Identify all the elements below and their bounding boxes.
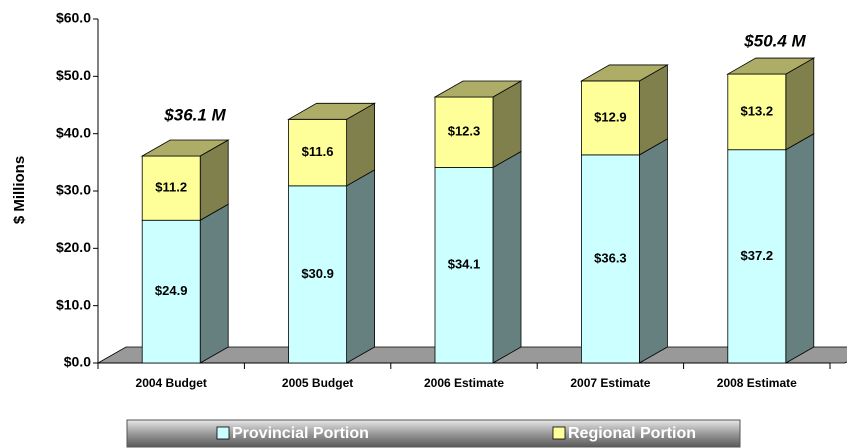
data-label: $12.9	[594, 109, 627, 124]
y-tick-label: $40.0	[56, 124, 91, 140]
bar-top	[579, 64, 669, 82]
data-label: $11.6	[302, 144, 334, 159]
bar	[141, 219, 201, 364]
data-label: $34.1	[448, 257, 481, 272]
bar-top	[726, 57, 816, 75]
y-axis-label: $ Millions	[11, 156, 28, 224]
y-tick-label: $10.0	[56, 296, 91, 312]
bar	[434, 167, 494, 364]
data-label: $13.2	[741, 103, 774, 118]
x-tick-label: 2008 Estimate	[717, 376, 797, 390]
y-tick-label: $0.0	[64, 354, 91, 370]
bar	[141, 155, 201, 221]
bar	[288, 118, 348, 187]
data-label: $36.3	[594, 250, 627, 265]
x-tick-label: 2004 Budget	[136, 376, 207, 390]
bar-side	[346, 169, 376, 364]
bar-top	[140, 139, 230, 157]
y-tick-label: $20.0	[56, 239, 91, 255]
legend-label: Provincial Portion	[232, 425, 369, 442]
annotation: $36.1 M	[163, 105, 226, 124]
legend-label: Regional Portion	[568, 425, 696, 442]
data-label: $11.2	[155, 180, 187, 195]
bar	[727, 149, 787, 364]
bar-top	[287, 102, 377, 120]
data-label: $30.9	[301, 266, 334, 281]
legend-swatch	[552, 426, 566, 440]
legend-swatch	[216, 426, 230, 440]
bar	[581, 154, 640, 364]
x-tick-label: 2006 Estimate	[424, 376, 504, 390]
bar-side	[199, 203, 229, 364]
y-tick-label: $50.0	[56, 67, 91, 83]
bar-side	[639, 138, 668, 364]
x-tick-label: 2007 Estimate	[570, 376, 650, 390]
annotation: $50.4 M	[743, 31, 806, 50]
x-tick-label: 2005 Budget	[282, 376, 353, 390]
bar	[288, 185, 348, 364]
y-tick-label: $60.0	[56, 10, 91, 26]
bar-top	[433, 80, 523, 98]
bar-side	[785, 133, 815, 364]
y-tick-label: $30.0	[56, 182, 91, 198]
bar	[727, 73, 787, 151]
data-label: $37.2	[741, 248, 774, 263]
data-label: $12.3	[448, 124, 481, 139]
data-label: $24.9	[155, 283, 188, 298]
bar-side	[492, 150, 522, 364]
